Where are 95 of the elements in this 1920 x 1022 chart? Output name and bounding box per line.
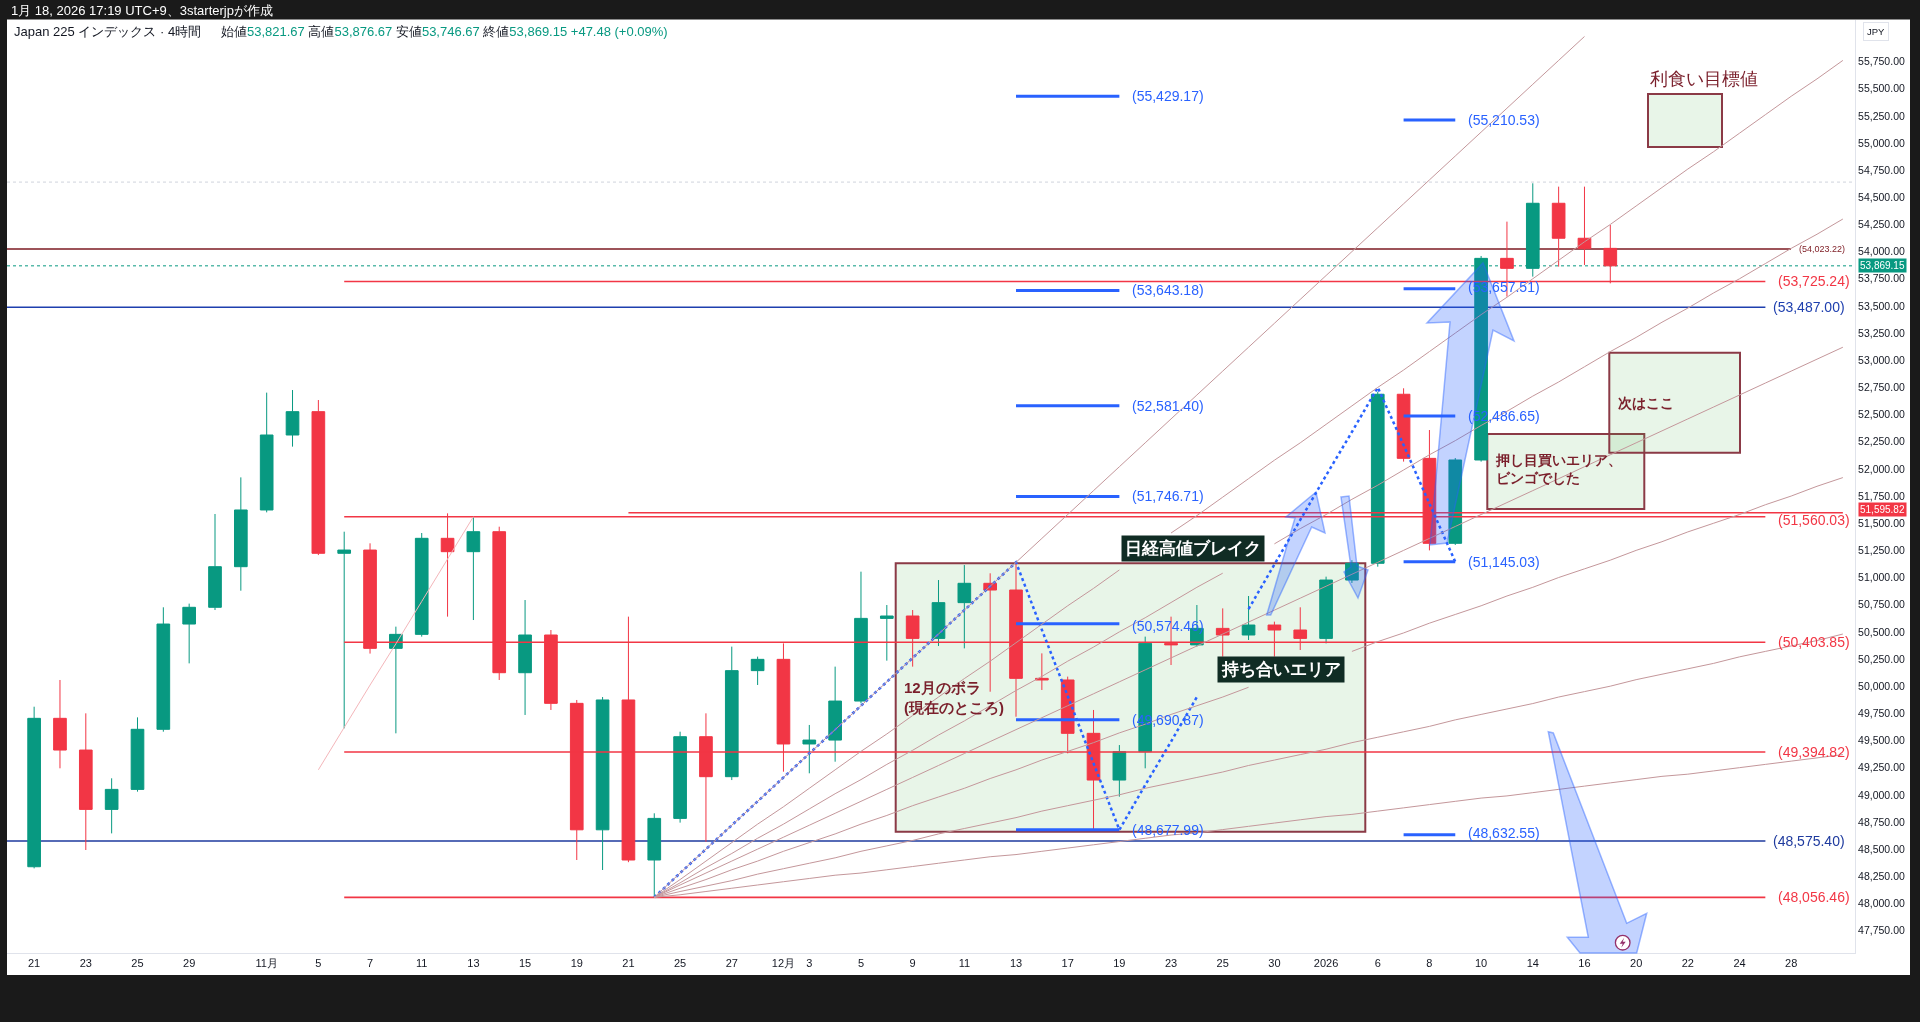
y-tick-label: 53,750.00: [1858, 272, 1905, 285]
y-tick-label: 48,750.00: [1858, 815, 1905, 828]
ref-line-label: (54,023.22): [1799, 244, 1846, 254]
x-tick-label: 20: [1630, 957, 1643, 970]
y-tick-label: 51,000.00: [1858, 571, 1905, 584]
x-tick-label: 22: [1681, 957, 1694, 970]
ref-line-label: (53,487.00): [1773, 299, 1845, 315]
x-tick-label: 23: [79, 957, 92, 970]
x-tick-label: 19: [570, 957, 583, 970]
x-tick-label: 25: [673, 957, 687, 970]
x-tick-label: 5: [857, 957, 865, 970]
y-axis-title: JPY: [1867, 26, 1886, 37]
annotation: 持ち合いエリア: [1221, 660, 1341, 679]
series-label: (55,429.17): [1132, 88, 1204, 104]
y-tick-label: 49,750.00: [1858, 707, 1905, 720]
y-tick-label: 54,750.00: [1858, 163, 1905, 176]
series-label: (55,210.53): [1468, 112, 1540, 128]
y-tick-label: 49,000.00: [1858, 788, 1905, 801]
x-tick-label: 7: [366, 957, 374, 970]
y-tick-label: 55,000.00: [1858, 136, 1905, 149]
y-tick-label: 51,500.00: [1858, 516, 1905, 529]
x-tick-label: 21: [622, 957, 635, 970]
x-tick-label: 16: [1578, 957, 1591, 970]
x-tick-label: 25: [1216, 957, 1229, 970]
x-tick-label: 11: [958, 957, 971, 970]
series-label: (53,643.18): [1132, 282, 1204, 298]
series-label: 51,595.82: [1860, 504, 1905, 515]
y-tick-label: 53,250.00: [1858, 326, 1905, 339]
x-tick-label: 9: [909, 957, 916, 970]
x-tick-label: 8: [1426, 957, 1433, 970]
y-tick-label: 50,500.00: [1858, 625, 1905, 638]
series-label: (48,056.46): [1778, 889, 1850, 905]
ref-line-label: (48,575.40): [1773, 833, 1845, 849]
annotation: 利食い目標値: [1650, 69, 1758, 89]
y-tick-label: 55,750.00: [1858, 55, 1905, 68]
y-tick-label: 50,000.00: [1858, 679, 1905, 692]
y-tick-label: 49,500.00: [1858, 734, 1905, 747]
y-tick-label: 48,500.00: [1858, 842, 1905, 855]
x-tick-label: 29: [183, 957, 196, 970]
y-tick-label: 52,750.00: [1858, 381, 1905, 394]
chart-title: Japan 225 インデックス · 4時間: [14, 24, 202, 39]
x-tick-label: 14: [1526, 957, 1539, 970]
x-tick-label: 6: [1374, 957, 1381, 970]
y-tick-label: 54,500.00: [1858, 190, 1905, 203]
series-label: (49,394.82): [1778, 744, 1850, 760]
x-tick-label: 11月: [255, 957, 278, 970]
annotation: 日経高値ブレイク: [1125, 539, 1261, 558]
x-tick-label: 17: [1061, 957, 1074, 970]
series-label: (51,560.03): [1778, 512, 1850, 528]
y-tick-label: 50,250.00: [1858, 652, 1905, 665]
x-tick-label: 13: [1009, 957, 1023, 970]
x-tick-label: 3: [806, 957, 813, 970]
text: 1月 18, 2026 17:19 UTC+9、3starterjpが作成: [11, 3, 273, 18]
y-tick-label: 48,000.00: [1858, 897, 1905, 910]
y-tick-label: 52,250.00: [1858, 435, 1905, 448]
y-tick-label: 55,250.00: [1858, 109, 1905, 122]
y-tick-label: 51,250.00: [1858, 544, 1905, 557]
x-tick-label: 30: [1268, 957, 1281, 970]
x-tick-label: 19: [1113, 957, 1126, 970]
x-tick-label: 13: [467, 957, 480, 970]
ref-line-label: 53,869.15: [1860, 260, 1905, 271]
x-tick-label: 27: [725, 957, 738, 970]
series-label: (50,403.85): [1778, 634, 1850, 650]
series-label: (51,145.03): [1468, 554, 1540, 570]
y-tick-label: 52,000.00: [1858, 462, 1905, 475]
x-tick-label: 21: [28, 957, 41, 970]
y-tick-label: 52,500.00: [1858, 408, 1905, 421]
x-tick-label: 5: [315, 957, 322, 970]
x-tick-label: 23: [1164, 957, 1178, 970]
x-tick-label: 11: [416, 957, 428, 970]
y-tick-label: 49,250.00: [1858, 761, 1905, 774]
series-label: (48,632.55): [1468, 825, 1540, 841]
chart-subtitle: 始値53,821.67 高値53,876.67 安値53,746.67 終値53,869.15 +47.48 (+0.09%): [221, 24, 668, 39]
x-tick-label: 28: [1785, 957, 1798, 970]
x-tick-label: 15: [518, 957, 532, 970]
series-label: (51,746.71): [1132, 488, 1204, 504]
y-tick-label: 51,750.00: [1858, 489, 1905, 502]
x-tick-label: 2026: [1313, 957, 1339, 970]
y-tick-label: 48,250.00: [1858, 869, 1905, 882]
annotation: 押し目買いエリア、ビンゴでした: [1495, 452, 1622, 487]
y-tick-label: 50,750.00: [1858, 598, 1905, 611]
y-tick-label: 53,500.00: [1858, 299, 1905, 312]
series-label: (53,725.24): [1778, 273, 1850, 289]
annotation: 次はここ: [1618, 395, 1674, 411]
y-tick-label: 55,500.00: [1858, 82, 1905, 95]
series-label: (52,581.40): [1132, 398, 1204, 414]
y-tick-label: 47,750.00: [1858, 924, 1905, 937]
y-tick-label: 54,250.00: [1858, 218, 1905, 231]
annotation: 12月のボラ (現在のところ): [904, 679, 1004, 716]
x-tick-label: 25: [131, 957, 144, 970]
x-tick-label: 24: [1733, 957, 1746, 970]
x-tick-label: 10: [1474, 957, 1488, 970]
y-tick-label: 53,000.00: [1858, 353, 1905, 366]
x-tick-label: 12月: [771, 957, 796, 970]
y-tick-label: 54,000.00: [1858, 245, 1905, 258]
